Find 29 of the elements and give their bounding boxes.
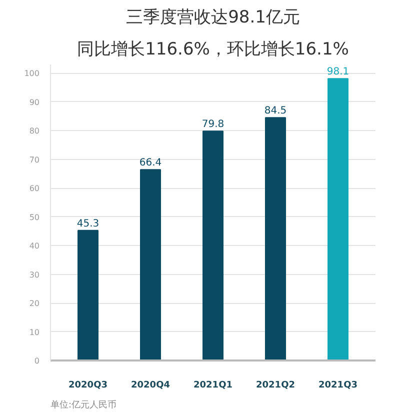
y-tick-label: 80 [29,126,40,136]
chart-subtitle: 同比增长116.6%，环比增长16.1% [77,40,349,60]
data-label: 66.4 [139,158,162,169]
x-tick-label: 2021Q2 [256,380,295,390]
y-tick-label: 100 [24,69,40,78]
y-tick-label: 20 [29,299,40,308]
y-tick-label: 50 [29,212,40,222]
bar [265,117,286,360]
data-label: 84.5 [264,106,287,117]
x-tick-label: 2020Q4 [131,380,170,390]
data-label: 45.3 [76,218,100,230]
y-tick-label: 90 [29,98,40,107]
x-tick-label: 2021Q1 [194,380,232,390]
bar [140,169,161,360]
chart-title: 三季度营收达98.1亿元 [126,8,300,28]
text: 单位:亿元人民币 [50,400,117,410]
bar [78,230,98,360]
x-tick-label: 2020Q3 [68,380,108,390]
y-tick-label: 60 [29,184,40,194]
y-tick-label: 0 [34,356,40,366]
bar [328,78,348,360]
y-tick-label: 70 [29,155,40,164]
x-tick-label: 2021Q3 [318,380,358,390]
y-tick-label: 10 [29,328,40,337]
data-label: 79.8 [202,119,224,130]
data-label: 98.1 [326,66,350,78]
y-tick-label: 30 [29,270,40,280]
y-tick-label: 40 [29,242,40,251]
bar [202,130,224,360]
